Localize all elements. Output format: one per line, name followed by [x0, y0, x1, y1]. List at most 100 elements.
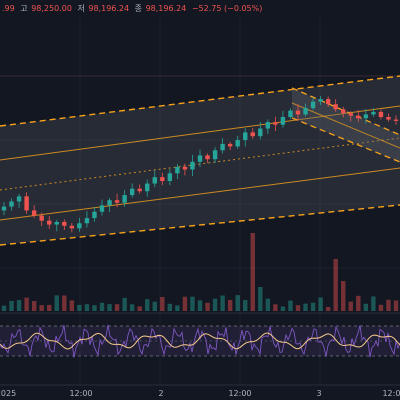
candle-body[interactable] — [386, 117, 391, 120]
ohlc-legend: .99 고 98,250.00 저 98,196.24 종 98,196.24 … — [0, 0, 265, 18]
candle-body[interactable] — [107, 200, 112, 206]
grid-lines — [0, 18, 400, 385]
volume-bar — [220, 295, 225, 311]
candle-body[interactable] — [288, 110, 293, 117]
candle-body[interactable] — [212, 150, 218, 160]
volume-bar — [175, 305, 180, 311]
candle-body[interactable] — [1, 206, 7, 211]
volume-bar — [77, 304, 82, 311]
volume-bar — [378, 304, 384, 311]
volume-bar — [265, 298, 271, 311]
candle-body[interactable] — [99, 205, 105, 212]
candle-body[interactable] — [9, 201, 14, 207]
candle-body[interactable] — [190, 161, 195, 170]
price-pane — [0, 18, 400, 385]
candle-body[interactable] — [220, 143, 225, 151]
channel-lower-line[interactable] — [0, 204, 400, 246]
volume-bar — [288, 300, 293, 311]
ohlc-high-value: 98,250.00 — [31, 4, 72, 13]
candle-body[interactable] — [393, 119, 399, 121]
volume-bar — [205, 302, 210, 311]
candle-body[interactable] — [167, 173, 173, 181]
volume-bar — [243, 299, 248, 311]
candle-body[interactable] — [280, 117, 286, 125]
time-axis[interactable]: 2025 12:00 2 12:00 3 12:00 — [0, 385, 400, 400]
volume-bar — [167, 303, 173, 311]
candle-body[interactable] — [39, 215, 44, 221]
candle-body[interactable] — [205, 155, 210, 160]
rsi-ma-line — [0, 332, 400, 350]
time-tick: 2 — [158, 389, 164, 398]
candle-body[interactable] — [303, 108, 308, 115]
channel-inner-lower-line — [0, 167, 400, 221]
candle-body[interactable] — [122, 195, 127, 203]
candle-body[interactable] — [363, 114, 369, 119]
volume-bar — [129, 304, 135, 311]
candle-body[interactable] — [160, 177, 165, 181]
candle-body[interactable] — [318, 99, 323, 102]
rsi-line — [0, 324, 400, 358]
candle-body[interactable] — [227, 143, 233, 147]
candle-body[interactable] — [54, 221, 59, 225]
volume-bar — [393, 300, 399, 311]
volume-bar — [341, 281, 346, 311]
volume-bar — [99, 302, 105, 311]
candle-body[interactable] — [47, 220, 52, 225]
candle-body[interactable] — [378, 111, 384, 117]
candle-body[interactable] — [258, 128, 263, 137]
candle-body[interactable] — [235, 140, 240, 147]
candle-body[interactable] — [129, 188, 135, 196]
candle-body[interactable] — [152, 177, 157, 184]
volume-bar — [114, 304, 120, 311]
candle-body[interactable] — [273, 122, 278, 125]
channel-inner-upper-line — [0, 105, 400, 161]
volume-bar — [386, 299, 391, 311]
volume-bar — [84, 304, 90, 311]
candle-body[interactable] — [24, 196, 29, 211]
candle-body[interactable] — [175, 166, 180, 174]
candle-body[interactable] — [137, 188, 142, 192]
candle-body[interactable] — [265, 122, 271, 129]
volume-bar — [137, 306, 142, 311]
volume-bar — [160, 296, 165, 311]
candle-body[interactable] — [325, 99, 331, 105]
candle-body[interactable] — [310, 101, 316, 109]
candle-body[interactable] — [145, 183, 150, 192]
candle-body[interactable] — [197, 155, 203, 162]
candlestick-series[interactable] — [1, 95, 399, 233]
time-tick: 12:00 — [382, 389, 400, 398]
candle-body[interactable] — [243, 132, 248, 141]
candle-body[interactable] — [77, 223, 82, 229]
volume-bar — [9, 300, 14, 311]
volume-bar — [227, 299, 233, 311]
candle-body[interactable] — [69, 225, 75, 229]
volume-bar — [145, 299, 150, 311]
volume-bar — [295, 305, 301, 311]
volume-bar — [16, 299, 22, 311]
candle-body[interactable] — [31, 210, 37, 216]
candle-body[interactable] — [348, 113, 353, 116]
candle-body[interactable] — [182, 166, 188, 170]
candle-body[interactable] — [333, 104, 338, 110]
candle-body[interactable] — [62, 221, 67, 226]
candle-body[interactable] — [84, 218, 90, 224]
time-tick: 2025 — [0, 389, 17, 398]
volume-bar — [348, 301, 353, 311]
candle-body[interactable] — [250, 132, 255, 137]
channel-upper-line[interactable] — [0, 75, 400, 127]
candle-body[interactable] — [16, 196, 22, 202]
candle-body[interactable] — [295, 110, 301, 115]
volume-bar — [39, 305, 44, 311]
volume-bar — [47, 304, 52, 311]
time-tick: 12:00 — [228, 389, 252, 398]
volume-bar — [250, 233, 255, 311]
volume-bar — [1, 305, 7, 311]
candle-body[interactable] — [341, 109, 346, 114]
candle-body[interactable] — [92, 211, 97, 219]
candle-body[interactable] — [356, 115, 361, 119]
candle-body[interactable] — [114, 200, 120, 203]
ohlc-low-value: 98,196.24 — [88, 4, 130, 13]
candle-body[interactable] — [371, 111, 376, 115]
volume-bar — [190, 296, 195, 311]
